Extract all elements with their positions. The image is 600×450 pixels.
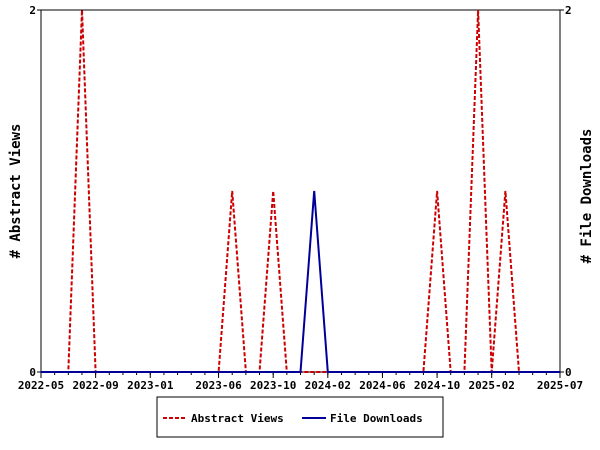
series-line-abstract-views: [41, 9, 560, 373]
y-right-tick-label: 0: [565, 366, 572, 379]
legend-file-downloads-label: File Downloads: [330, 412, 423, 425]
x-tick-label: 2024-02: [305, 379, 351, 392]
x-tick-label: 2024-06: [359, 379, 406, 392]
y-left-tick-label: 0: [29, 366, 36, 379]
y-right-tick-label: 2: [565, 4, 572, 17]
x-tick-label: 2023-06: [195, 379, 242, 392]
x-tick-label: 2025-07: [537, 379, 583, 392]
plot-area: 2022-05 2022-09 2023-01 2023-06 2023-10 2024-…: [18, 4, 583, 392]
x-tick-label: 2023-10: [250, 379, 296, 392]
x-tick-label: 2022-09: [72, 379, 118, 392]
x-tick-label: 2025-02: [469, 379, 515, 392]
x-tick-label: 2023-01: [127, 379, 174, 392]
x-tick-label: 2022-05: [18, 379, 64, 392]
y-left-tick-label: 2: [29, 4, 36, 17]
legend-box: [156, 396, 444, 438]
legend: Abstract Views File Downloads: [156, 396, 444, 438]
legend-abstract-views-label: Abstract Views: [191, 412, 284, 425]
series-line-file-downloads: [41, 190, 560, 373]
y-axis-title-left: # Abstract Views: [8, 124, 24, 259]
x-tick-label: 2024-10: [414, 379, 460, 392]
plot-frame: [40, 9, 561, 373]
y-axis-title-right: # File Downloads: [579, 129, 595, 264]
